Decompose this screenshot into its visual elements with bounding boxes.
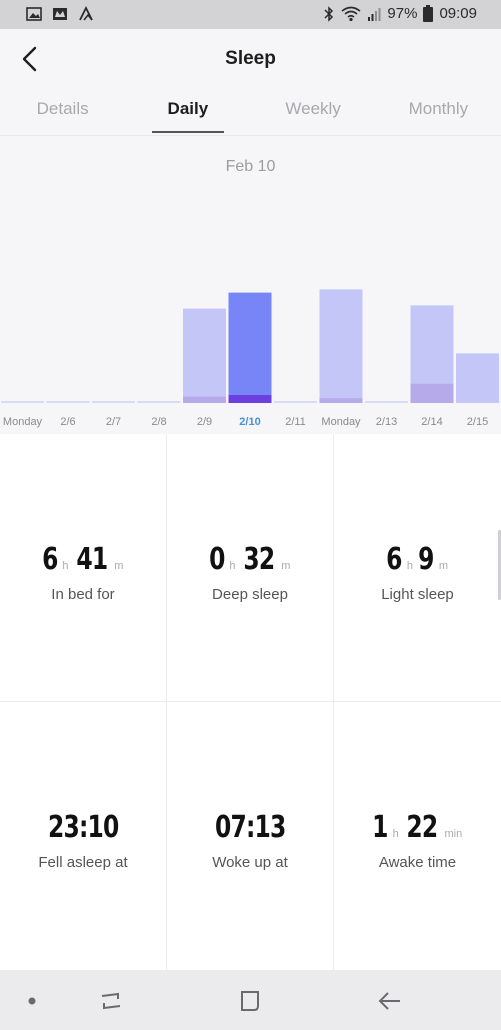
stat-number: 41 (75, 542, 108, 577)
stat-value: 1 h 22 min (334, 810, 501, 845)
chart-tick-label: 2/7 (106, 416, 121, 428)
chart-canvas: Monday 2/6 2/7 2/8 2/9 2/10 2/11 Monday 2/13 2/14… (1, 289, 499, 428)
stat-deep-sleep: 0 h 32 m Deep sleep (167, 434, 334, 702)
stat-number: 32 (242, 542, 275, 577)
status-notifications (26, 6, 94, 22)
tab-weekly[interactable]: Weekly (285, 99, 341, 118)
chart-bar-empty-2-8 (137, 401, 181, 403)
stat-value: 0 h 32 m (167, 542, 333, 577)
chart-tick-label: Monday (3, 416, 43, 428)
stat-label: Deep sleep (212, 586, 288, 603)
stat-label: Fell asleep at (38, 854, 128, 871)
stat-number: 6 (41, 542, 58, 577)
chart-bar-empty-2-11 (274, 401, 317, 403)
chart-tick-label: 2/15 (467, 416, 488, 428)
tab-monthly[interactable]: Monthly (408, 99, 469, 118)
stat-number: 6 (386, 542, 402, 577)
status-bar: 97% 09:09 (0, 0, 501, 29)
stat-label: In bed for (51, 586, 115, 603)
stat-unit: min (444, 828, 463, 840)
page-title: Sleep (225, 48, 276, 69)
photo-icon (53, 8, 67, 20)
edge-panel-handle[interactable] (498, 530, 501, 600)
stat-number: 23:10 (47, 810, 119, 845)
chart-bar-monday[interactable] (319, 289, 363, 403)
stat-fell-asleep: 23:10 Fell asleep at (0, 702, 167, 970)
chart-bar-empty-2-13 (365, 401, 408, 403)
chart-bar-empty-2-7 (92, 401, 135, 403)
stat-unit: m (281, 560, 291, 572)
signal-icon (368, 7, 381, 21)
chart-bar-deep-2-9 (183, 396, 226, 403)
bluetooth-icon (324, 5, 334, 22)
a-icon (79, 6, 93, 21)
chart-tick-label: 2/8 (151, 416, 166, 428)
stat-unit: m (114, 560, 124, 572)
stat-in-bed: 6 h 41 m In bed for (0, 434, 167, 702)
chevron-left-icon (22, 46, 37, 72)
stat-label: Light sleep (381, 586, 454, 603)
back-button[interactable] (14, 43, 46, 75)
chart-tick-label: 2/6 (60, 416, 75, 428)
navigation-bar (0, 970, 501, 1030)
status-time: 09:09 (439, 5, 477, 22)
stat-unit: h (229, 560, 236, 572)
tab-details[interactable]: Details (36, 99, 89, 118)
chart-bar-deep-monday (319, 398, 363, 403)
battery-icon (423, 5, 434, 22)
chart-tick-label: Monday (321, 416, 361, 428)
chart-bar-empty-2-6 (46, 401, 90, 403)
chart-tick-label: 2/11 (285, 416, 306, 428)
stat-number: 0 (208, 542, 225, 577)
battery-percent: 97% (387, 5, 418, 22)
stat-number: 9 (418, 542, 434, 577)
stat-number: 07:13 (214, 810, 286, 845)
tab-daily[interactable]: Daily (125, 97, 250, 134)
chart-date: Feb 10 (225, 158, 276, 175)
chart-bar-2-9[interactable] (183, 308, 226, 403)
chart-bar-deep-2-10 (228, 395, 272, 403)
chart-bar-empty-monday (1, 401, 44, 403)
status-system: 97% 09:09 (323, 5, 477, 22)
tab-bar: Details Daily Weekly Monthly (0, 97, 501, 134)
chart-bar-deep-2-14 (410, 383, 454, 403)
stat-value: 07:13 (167, 810, 333, 845)
stat-unit: m (438, 560, 449, 572)
stat-woke-up: 07:13 Woke up at (167, 702, 334, 970)
home-icon[interactable] (235, 986, 265, 1016)
stat-unit: h (406, 560, 413, 572)
stat-label: Woke up at (212, 854, 288, 871)
sleep-chart[interactable]: Feb 10 Monday 2/6 2/7 2/8 2/9 2/10 2/11 Monday 2… (0, 136, 501, 434)
chart-tick-label: 2/14 (421, 416, 442, 428)
stat-value: 6 h 41 m (0, 542, 166, 577)
back-arrow-icon[interactable] (375, 986, 405, 1016)
recent-apps-icon[interactable] (96, 986, 126, 1016)
stat-number: 22 (406, 810, 438, 845)
chart-tick-label: 2/9 (197, 416, 212, 428)
chart-tick-label: 2/13 (376, 416, 397, 428)
stat-number: 1 (371, 810, 388, 845)
chart-bar-2-15[interactable] (456, 353, 499, 403)
chart-bar-2-10[interactable] (228, 292, 272, 403)
stat-unit: h (392, 828, 399, 840)
stat-unit: h (62, 560, 69, 572)
dot-icon[interactable] (17, 986, 47, 1016)
stat-awake-time: 1 h 22 min Awake time (334, 702, 501, 970)
stat-label: Awake time (378, 854, 457, 871)
header: Sleep Details Daily Weekly Monthly (0, 29, 501, 136)
wifi-icon (341, 6, 361, 21)
chart-tick-label: 2/10 (239, 416, 260, 428)
stat-value: 23:10 (0, 810, 166, 845)
gallery-icon (26, 7, 42, 21)
